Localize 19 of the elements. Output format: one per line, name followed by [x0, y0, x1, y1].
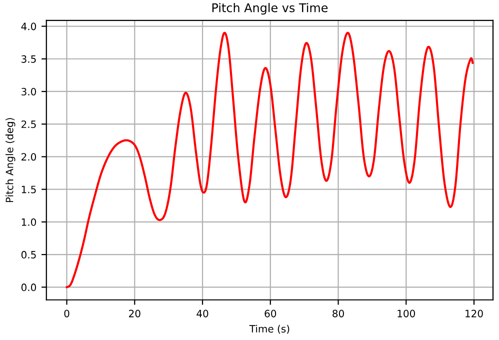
x-tick-label: 80 — [332, 310, 344, 318]
y-tick-label: 2.0 — [22, 153, 36, 161]
y-axis-title: Pitch Angle (deg) — [6, 118, 16, 202]
y-tick-label: 0.5 — [21, 250, 36, 258]
y-tick-label: 3.0 — [22, 88, 36, 96]
y-tick-label: 2.5 — [22, 120, 36, 128]
x-tick-label: 100 — [398, 310, 416, 318]
x-tick-label: 120 — [466, 310, 483, 318]
y-tick-label: 4.0 — [21, 22, 36, 30]
y-tick-label: 1.0 — [22, 218, 36, 226]
x-tick-label: 0 — [64, 310, 70, 318]
y-tick-label: 1.5 — [22, 186, 36, 194]
x-tick-label: 40 — [196, 310, 208, 318]
x-tick-label: 60 — [264, 310, 276, 318]
x-tick-label: 20 — [129, 310, 140, 318]
y-tick-label: 3.5 — [22, 55, 36, 63]
x-axis-title: Time (s) — [249, 324, 290, 334]
y-tick-label: 0.0 — [21, 284, 36, 292]
chart-title: Pitch Angle vs Time — [212, 2, 328, 15]
